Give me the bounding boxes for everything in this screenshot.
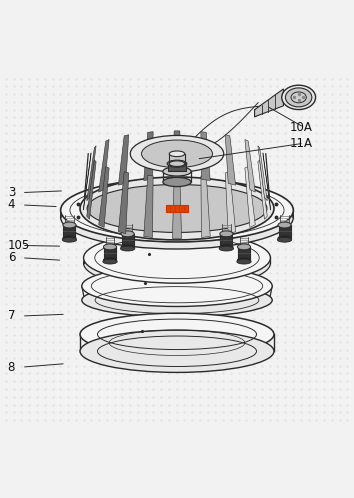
- Polygon shape: [255, 89, 284, 117]
- Bar: [221, 234, 232, 247]
- Ellipse shape: [169, 161, 185, 166]
- Polygon shape: [255, 108, 258, 117]
- Polygon shape: [225, 134, 236, 185]
- Ellipse shape: [80, 330, 274, 373]
- Text: 7: 7: [8, 309, 15, 323]
- Ellipse shape: [121, 231, 134, 237]
- Polygon shape: [245, 139, 255, 192]
- Ellipse shape: [278, 222, 291, 228]
- Ellipse shape: [63, 236, 76, 242]
- Bar: [168, 164, 186, 171]
- Ellipse shape: [84, 233, 270, 283]
- Polygon shape: [144, 131, 153, 180]
- Ellipse shape: [87, 184, 267, 233]
- Ellipse shape: [103, 257, 116, 263]
- Polygon shape: [201, 175, 210, 238]
- Ellipse shape: [84, 238, 270, 288]
- Bar: [166, 205, 188, 212]
- Ellipse shape: [80, 313, 274, 356]
- Polygon shape: [99, 139, 109, 192]
- Polygon shape: [144, 175, 153, 238]
- Text: 4: 4: [8, 198, 15, 212]
- Text: 3: 3: [8, 186, 15, 199]
- Ellipse shape: [282, 85, 315, 110]
- Polygon shape: [245, 166, 255, 228]
- Ellipse shape: [62, 238, 77, 242]
- Polygon shape: [263, 153, 270, 210]
- Bar: [122, 234, 133, 247]
- Ellipse shape: [220, 245, 233, 250]
- Ellipse shape: [82, 265, 272, 306]
- Polygon shape: [172, 131, 182, 178]
- Polygon shape: [258, 160, 267, 219]
- Ellipse shape: [130, 135, 224, 172]
- Ellipse shape: [103, 259, 117, 264]
- Ellipse shape: [61, 178, 293, 242]
- Ellipse shape: [163, 177, 191, 187]
- Ellipse shape: [82, 283, 272, 317]
- Text: 6: 6: [8, 251, 15, 264]
- Polygon shape: [258, 146, 267, 201]
- Polygon shape: [118, 134, 129, 185]
- Bar: [63, 225, 75, 239]
- Ellipse shape: [277, 238, 292, 242]
- Polygon shape: [84, 153, 91, 210]
- Polygon shape: [118, 172, 129, 234]
- Polygon shape: [225, 172, 236, 234]
- Text: 10A: 10A: [290, 121, 313, 134]
- Ellipse shape: [103, 244, 116, 250]
- Ellipse shape: [169, 151, 185, 156]
- Ellipse shape: [167, 160, 187, 167]
- Ellipse shape: [163, 167, 191, 176]
- Text: 11A: 11A: [290, 137, 313, 150]
- Ellipse shape: [121, 245, 134, 250]
- Ellipse shape: [219, 246, 234, 251]
- Ellipse shape: [142, 140, 212, 167]
- Bar: [104, 247, 116, 260]
- Ellipse shape: [278, 236, 291, 242]
- Ellipse shape: [238, 244, 251, 250]
- Text: 8: 8: [8, 361, 15, 374]
- Ellipse shape: [63, 222, 76, 228]
- Ellipse shape: [238, 257, 251, 263]
- Polygon shape: [87, 146, 96, 201]
- Ellipse shape: [291, 92, 306, 103]
- Ellipse shape: [220, 231, 233, 237]
- Bar: [279, 225, 291, 239]
- Polygon shape: [172, 177, 182, 239]
- Polygon shape: [201, 131, 210, 180]
- Bar: [238, 247, 250, 260]
- Ellipse shape: [120, 246, 135, 251]
- Polygon shape: [87, 160, 96, 219]
- Ellipse shape: [61, 186, 293, 249]
- Ellipse shape: [285, 88, 312, 107]
- Ellipse shape: [237, 259, 251, 264]
- Polygon shape: [99, 166, 109, 228]
- Text: 105: 105: [8, 239, 30, 252]
- Ellipse shape: [80, 177, 274, 240]
